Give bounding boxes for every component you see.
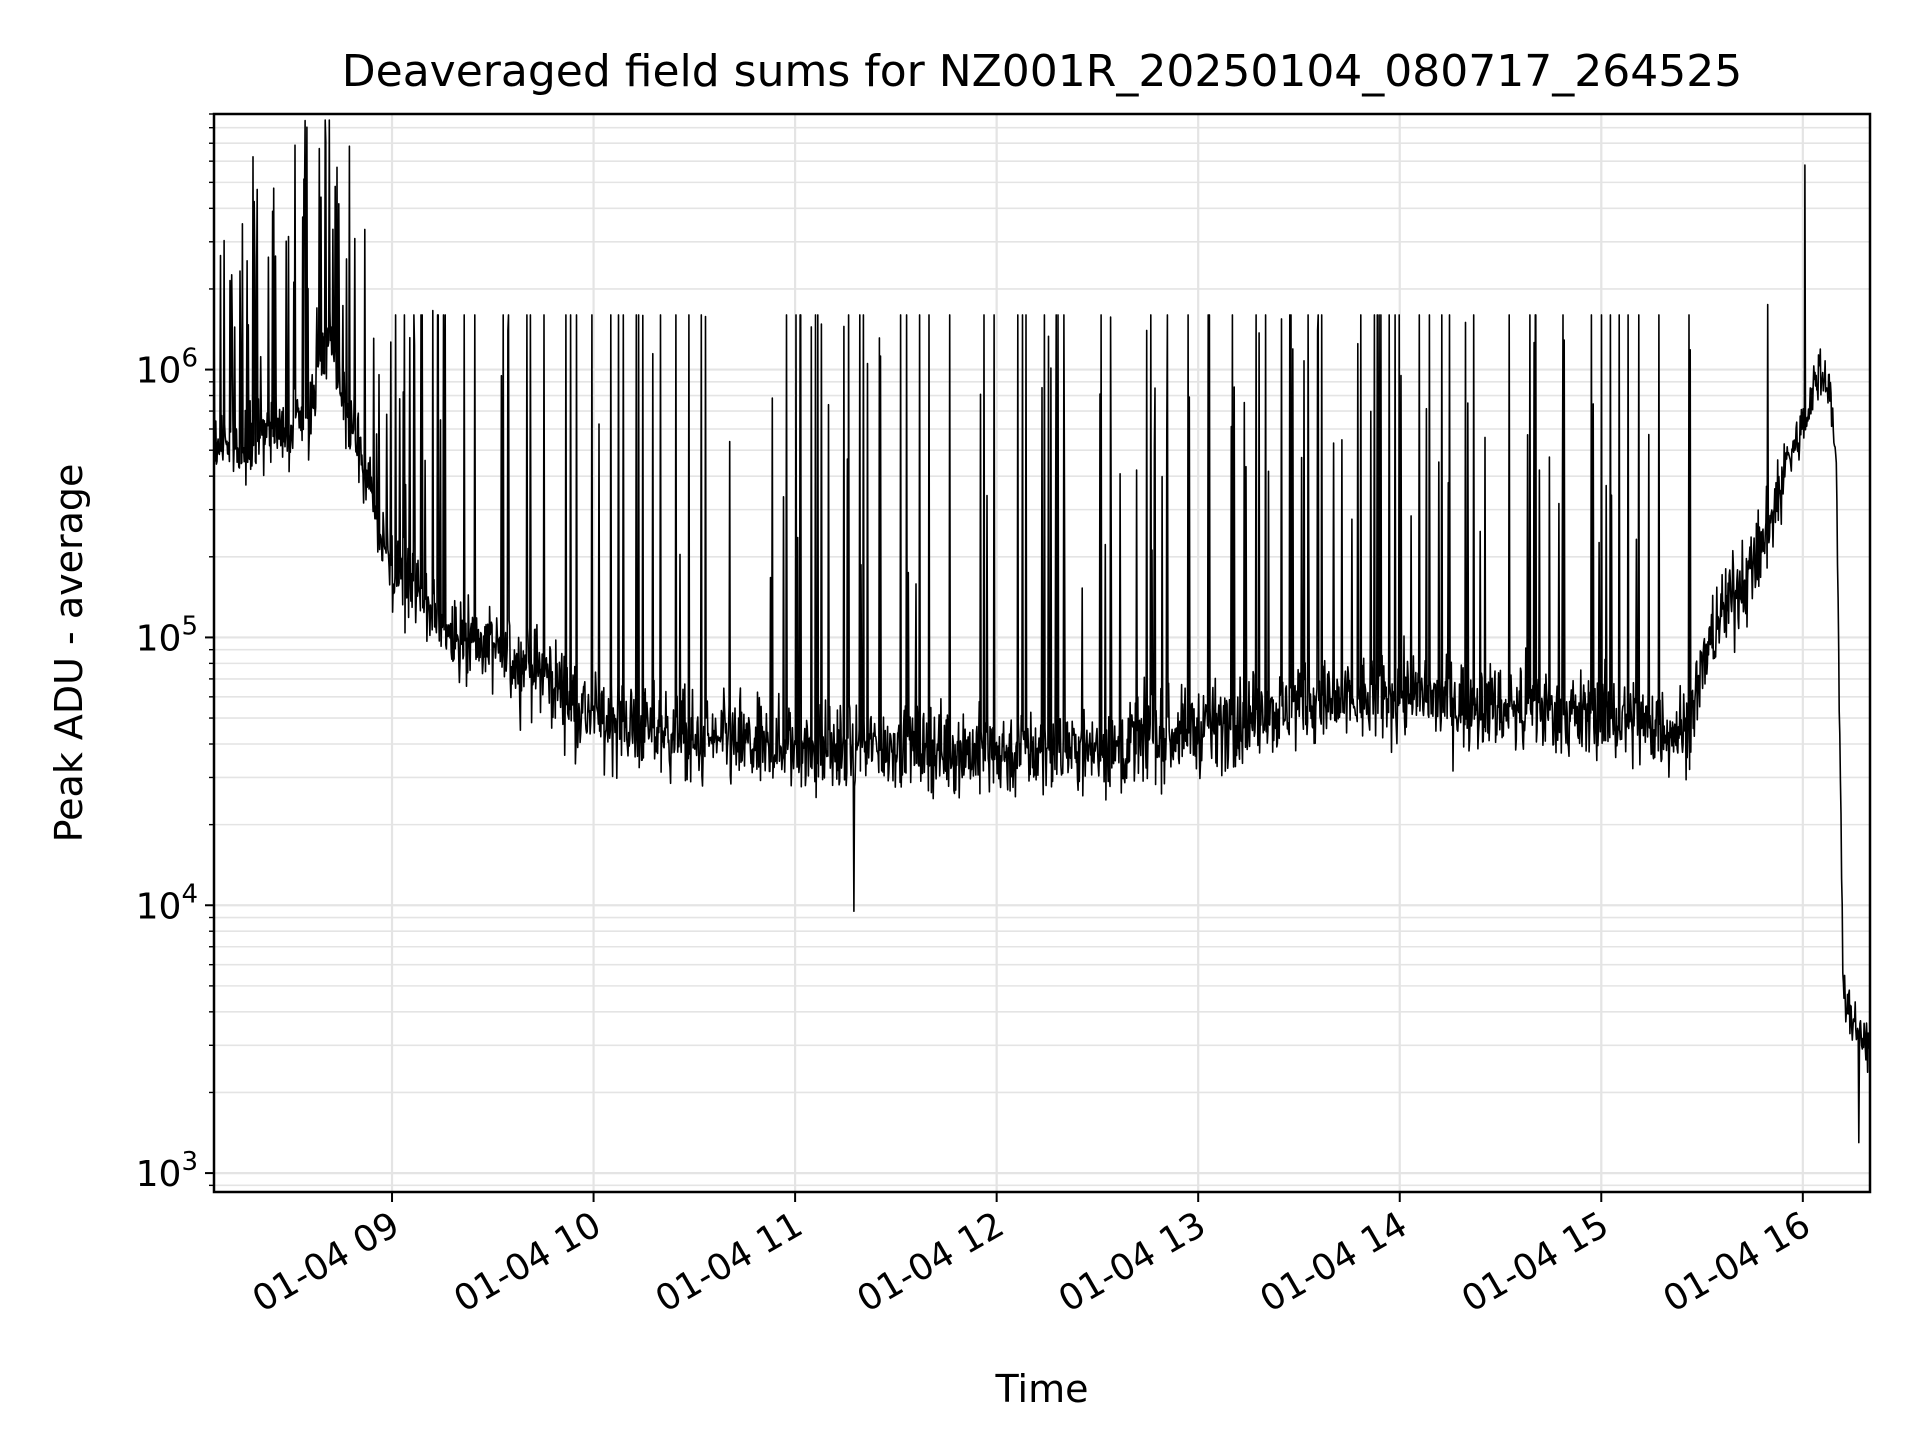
series-group [213, 119, 1871, 1144]
y-axis: 103 104 105 106 [136, 113, 214, 1195]
y-axis-label: Peak ADU - average [47, 464, 91, 843]
plot-frame [212, 112, 1872, 1194]
y-tick-label: 106 [136, 344, 198, 392]
chart-title: Deaveraged field sums for NZ001R_2025010… [342, 46, 1742, 97]
series-line [213, 119, 1871, 1144]
y-tick-label: 105 [136, 611, 198, 659]
y-tick-label: 104 [136, 879, 198, 927]
x-axis-label: Time [995, 1367, 1089, 1411]
y-tick-label: 103 [136, 1147, 198, 1195]
